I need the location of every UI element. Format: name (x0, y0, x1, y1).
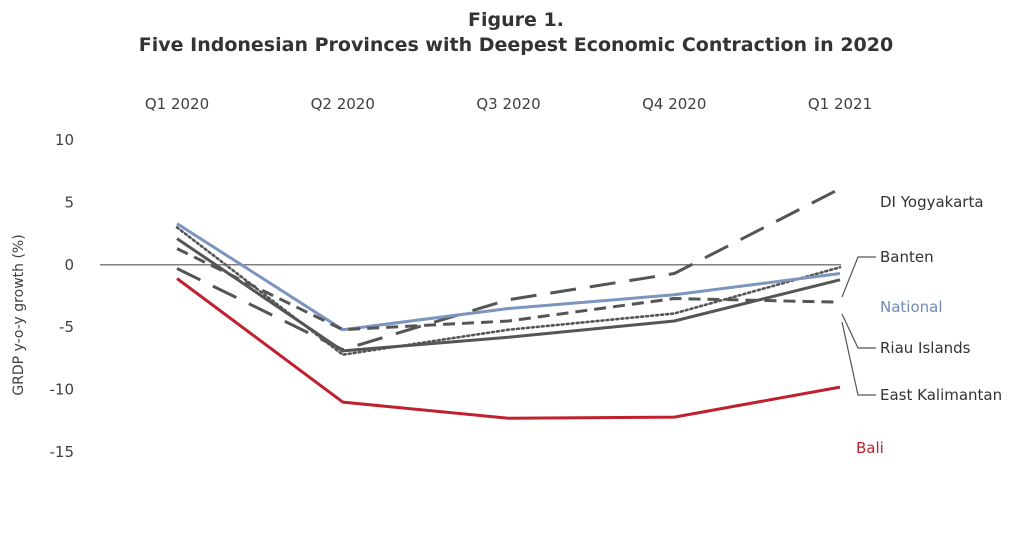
y-tick-5: 5 (64, 193, 74, 211)
x-tick-q1-2020: Q1 2020 (145, 95, 209, 113)
leader-line-east-kalimantan (841, 321, 876, 396)
series-label-di-yogyakarta: DI Yogyakarta (880, 193, 984, 211)
series-label-bali: Bali (856, 439, 884, 457)
y-tick-minus-15: -15 (50, 443, 75, 461)
series-label-riau-islands: Riau Islands (880, 339, 971, 357)
chart-title: Figure 1. (468, 9, 564, 31)
series-line-di-yogyakarta (176, 187, 841, 352)
series-line-national (176, 222, 841, 332)
y-tick-10: 10 (55, 131, 74, 149)
x-axis-ticks: Q1 2020 Q2 2020 Q3 2020 Q4 2020 Q1 2021 (145, 95, 872, 113)
y-axis-label: GRDP y-o-y growth (%) (11, 234, 27, 395)
y-tick-0: 0 (64, 256, 74, 274)
x-tick-q2-2020: Q2 2020 (311, 95, 375, 113)
series-line-banten (175, 226, 842, 357)
leader-line-riau-islands (841, 313, 876, 349)
series-lines (175, 187, 842, 420)
series-label-east-kalimantan: East Kalimantan (880, 386, 1002, 404)
y-tick-minus-10: -10 (50, 381, 75, 399)
x-tick-q4-2020: Q4 2020 (642, 95, 706, 113)
leader-line-banten (841, 256, 876, 298)
y-tick-minus-5: -5 (59, 318, 74, 336)
x-tick-q1-2021: Q1 2021 (808, 95, 872, 113)
series-line-east-kalimantan (176, 237, 841, 353)
x-tick-q3-2020: Q3 2020 (476, 95, 540, 113)
series-line-riau-islands (176, 247, 841, 332)
chart-subtitle: Five Indonesian Provinces with Deepest E… (139, 34, 893, 56)
series-labels: DI Yogyakarta Banten National Riau Islands E… (841, 193, 1002, 457)
series-label-banten: Banten (880, 248, 934, 266)
y-axis-ticks: 10 5 0 -5 -10 -15 (50, 131, 75, 461)
series-label-national: National (880, 298, 943, 316)
series-line-bali (176, 277, 841, 420)
